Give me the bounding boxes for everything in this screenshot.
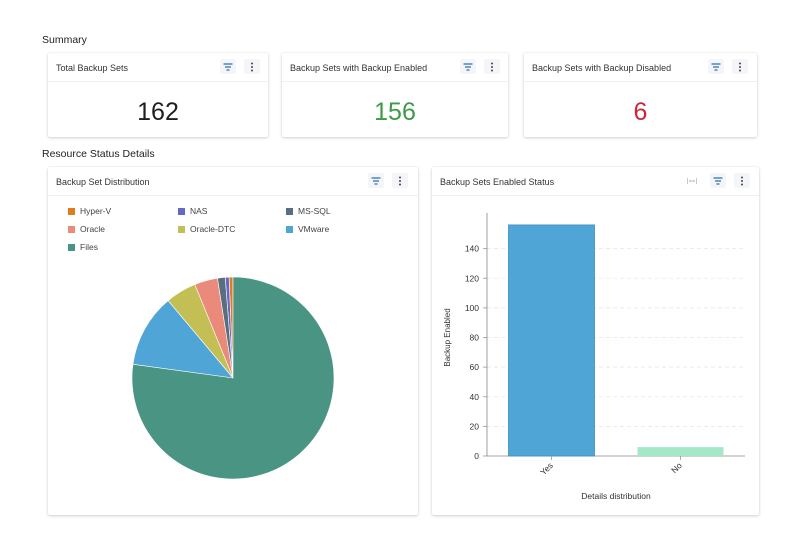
resource-status-heading: Resource Status Details [42, 148, 155, 160]
kebab-menu-icon [250, 62, 254, 72]
kpi-value: 162 [137, 98, 179, 126]
legend-swatch [178, 207, 185, 215]
pie-slice[interactable] [167, 284, 234, 379]
kpi-card-enabled: Backup Sets with Backup Enabled 156 [282, 53, 508, 137]
y-tick-label: 140 [465, 244, 479, 254]
more-options-button[interactable] [734, 173, 750, 188]
filter-icon [371, 176, 381, 185]
kpi-card-disabled: Backup Sets with Backup Disabled 6 [524, 53, 757, 137]
summary-heading: Summary [42, 34, 87, 46]
filter-button[interactable] [708, 59, 724, 74]
kebab-menu-icon [398, 176, 402, 186]
card-divider [48, 81, 268, 82]
legend-swatch [68, 207, 75, 215]
legend-item[interactable]: Oracle [68, 224, 105, 234]
legend-item[interactable]: Files [68, 242, 98, 252]
kpi-value: 156 [374, 98, 416, 126]
kebab-menu-icon [740, 176, 744, 186]
legend-swatch [178, 225, 185, 233]
more-options-button[interactable] [244, 59, 260, 74]
filter-button[interactable] [368, 173, 384, 188]
filter-button[interactable] [710, 173, 726, 188]
x-tick-label: No [669, 460, 684, 475]
legend-label: MS-SQL [298, 206, 331, 216]
legend-label: Files [80, 242, 98, 252]
kpi-card-title: Backup Sets with Backup Enabled [290, 63, 428, 73]
kpi-card-total: Total Backup Sets 162 [48, 53, 268, 137]
expand-button[interactable] [684, 173, 700, 188]
y-tick-label: 40 [470, 392, 480, 402]
kpi-card-title: Total Backup Sets [56, 63, 129, 73]
y-axis-label: Backup Enabled [443, 308, 452, 366]
bar[interactable] [508, 224, 595, 457]
y-tick-label: 20 [470, 421, 480, 431]
filter-icon [713, 176, 723, 185]
kpi-value: 6 [633, 98, 648, 126]
legend-item[interactable]: VMware [286, 224, 329, 234]
kebab-menu-icon [738, 62, 742, 72]
card-divider [48, 195, 418, 196]
card-divider [282, 81, 508, 82]
kpi-card-title: Backup Sets with Backup Disabled [532, 63, 672, 73]
legend-swatch [68, 225, 75, 233]
filter-icon [223, 62, 233, 71]
pie-slice[interactable] [194, 277, 234, 379]
pie-slice[interactable] [132, 300, 234, 379]
expand-icon [687, 177, 697, 185]
y-tick-label: 120 [465, 273, 479, 283]
pie-slice[interactable] [217, 276, 234, 379]
y-tick-label: 60 [470, 362, 480, 372]
card-title: Backup Sets Enabled Status [440, 177, 555, 187]
filter-icon [463, 62, 473, 71]
more-options-button[interactable] [732, 59, 748, 74]
bar[interactable] [637, 447, 724, 456]
distribution-card: Backup Set Distribution Hyper-V NAS MS-SQL… [48, 167, 418, 515]
more-options-button[interactable] [484, 59, 500, 74]
legend-label: Oracle-DTC [190, 224, 236, 234]
pie-slice[interactable] [131, 276, 335, 480]
legend-item[interactable]: MS-SQL [286, 206, 331, 216]
filter-button[interactable] [220, 59, 236, 74]
legend-item[interactable]: Hyper-V [68, 206, 111, 216]
legend-item[interactable]: NAS [178, 206, 207, 216]
legend-label: Oracle [80, 224, 106, 234]
legend-swatch [286, 225, 293, 233]
x-tick-label: Yes [538, 460, 555, 477]
filter-icon [711, 62, 721, 71]
legend-label: Hyper-V [80, 206, 112, 216]
more-options-button[interactable] [392, 173, 408, 188]
legend-swatch [68, 243, 75, 251]
pie-chart [131, 276, 335, 480]
status-card: Backup Sets Enabled Status 0 20 40 60 80 100 1… [432, 167, 759, 515]
legend-item[interactable]: Oracle-DTC [178, 224, 235, 234]
bar-chart: 0 20 40 60 80 100 120 140 Yes No Details distribut… [443, 213, 745, 501]
legend-swatch [286, 207, 293, 215]
y-tick-label: 80 [470, 333, 480, 343]
card-divider [524, 81, 757, 82]
card-title: Backup Set Distribution [56, 177, 150, 187]
card-divider [432, 195, 759, 196]
y-tick-label: 0 [474, 451, 479, 461]
pie-slice[interactable] [228, 276, 234, 379]
filter-button[interactable] [460, 59, 476, 74]
x-axis-label: Details distribution [581, 491, 651, 501]
legend-label: NAS [190, 206, 208, 216]
kebab-menu-icon [490, 62, 494, 72]
pie-slice[interactable] [224, 276, 234, 379]
y-tick-label: 100 [465, 303, 479, 313]
legend-label: VMware [298, 224, 330, 234]
